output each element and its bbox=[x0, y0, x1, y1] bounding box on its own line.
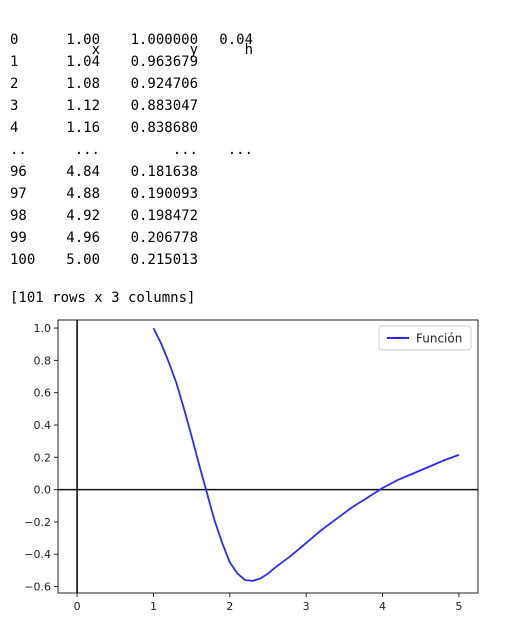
cell-x: 1.04 bbox=[66, 54, 100, 70]
cell-y: 0.963679 bbox=[130, 54, 198, 70]
column-header-x: x bbox=[91, 42, 100, 58]
row-index: 97 bbox=[10, 186, 27, 202]
legend-label: Función bbox=[416, 332, 462, 346]
y-tick-label: 0.8 bbox=[34, 354, 52, 367]
y-tick-label: −0.4 bbox=[24, 548, 51, 561]
table-row: 2 1.08 0.924706 bbox=[0, 73, 532, 95]
row-index: 96 bbox=[10, 164, 27, 180]
cell-y: 0.883047 bbox=[130, 98, 198, 114]
cell-h: 0.04 bbox=[219, 32, 253, 48]
cell-y: 1.000000 bbox=[130, 32, 198, 48]
y-tick-label: 0.6 bbox=[34, 387, 52, 400]
row-index: 0 bbox=[10, 32, 19, 48]
table-row: 97 4.88 0.190093 bbox=[0, 183, 532, 205]
table-row: 0 1.00 1.000000 0.04 bbox=[0, 29, 532, 51]
y-tick-label: 0.4 bbox=[34, 419, 52, 432]
cell-y: 0.190093 bbox=[130, 186, 198, 202]
table-row: 96 4.84 0.181638 bbox=[0, 161, 532, 183]
cell-y: ... bbox=[172, 142, 198, 158]
line-chart: 0 1 2 3 4 5 1.0 0.8 0.6 0.4 0.2 0.0 −0.2 −0.4 −0.6 Func… bbox=[24, 319, 479, 613]
column-header-y: y bbox=[189, 42, 198, 58]
plot-frame bbox=[57, 319, 479, 594]
cell-x: 4.88 bbox=[66, 186, 100, 202]
cell-x: 4.84 bbox=[66, 164, 100, 180]
table-row: 99 4.96 0.206778 bbox=[0, 227, 532, 249]
table-body: 0 1.00 1.000000 0.04 1 1.04 0.963679 2 1.08 0.924… bbox=[0, 29, 532, 271]
x-tick-label: 0 bbox=[74, 600, 81, 613]
y-tick-label: −0.2 bbox=[24, 516, 51, 529]
column-header-h: h bbox=[244, 42, 253, 58]
y-tick-label: 0.0 bbox=[34, 484, 52, 497]
cell-h: ... bbox=[227, 142, 253, 158]
cell-y: 0.198472 bbox=[130, 208, 198, 224]
cell-x: 4.96 bbox=[66, 230, 100, 246]
cell-x: 1.12 bbox=[66, 98, 100, 114]
x-tick-label: 2 bbox=[226, 600, 233, 613]
cell-y: 0.924706 bbox=[130, 76, 198, 92]
series-line bbox=[152, 327, 460, 582]
table-row: ........... bbox=[0, 139, 532, 161]
table-row: 100 5.00 0.215013 bbox=[0, 249, 532, 271]
table-shape-footer: [101 rows x 3 columns] bbox=[10, 290, 196, 306]
x-tick-label: 1 bbox=[150, 600, 157, 613]
cell-y: 0.206778 bbox=[130, 230, 198, 246]
table-row: 4 1.16 0.838680 bbox=[0, 117, 532, 139]
y-tick-label: −0.6 bbox=[24, 581, 51, 594]
legend-box bbox=[378, 325, 472, 351]
cell-x: ... bbox=[74, 142, 100, 158]
row-index: 4 bbox=[10, 120, 19, 136]
cell-x: 1.00 bbox=[66, 32, 100, 48]
cell-x: 4.92 bbox=[66, 208, 100, 224]
cell-y: 0.838680 bbox=[130, 120, 198, 136]
row-index: 3 bbox=[10, 98, 19, 114]
row-index: 99 bbox=[10, 230, 27, 246]
cell-y: 0.215013 bbox=[130, 252, 198, 268]
y-tick-label: 0.2 bbox=[34, 451, 52, 464]
cell-y: 0.181638 bbox=[130, 164, 198, 180]
dataframe-output: x y h 0 1.00 1.000000 0.04 1 1.04 0.963679 2 1.0… bbox=[0, 0, 532, 268]
row-index: .. bbox=[10, 142, 27, 158]
row-index: 1 bbox=[10, 54, 19, 70]
table-row: 98 4.92 0.198472 bbox=[0, 205, 532, 227]
y-tick-label: 1.0 bbox=[34, 322, 52, 335]
x-tick-label: 5 bbox=[455, 600, 462, 613]
table-header: x y h bbox=[0, 39, 532, 61]
row-index: 2 bbox=[10, 76, 19, 92]
row-index: 98 bbox=[10, 208, 27, 224]
table-row: 1 1.04 0.963679 bbox=[0, 51, 532, 73]
x-tick-label: 4 bbox=[379, 600, 386, 613]
x-tick-label: 3 bbox=[303, 600, 310, 613]
cell-x: 1.08 bbox=[66, 76, 100, 92]
cell-x: 1.16 bbox=[66, 120, 100, 136]
table-row: 3 1.12 0.883047 bbox=[0, 95, 532, 117]
row-index: 100 bbox=[10, 252, 36, 268]
cell-x: 5.00 bbox=[66, 252, 100, 268]
